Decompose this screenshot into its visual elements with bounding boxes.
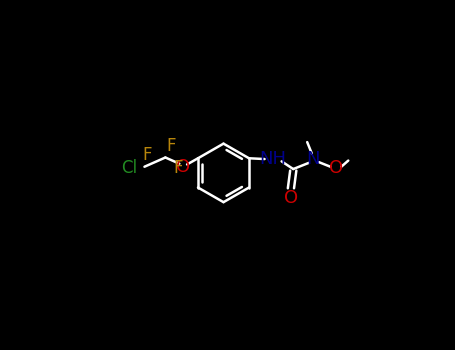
Text: N: N bbox=[307, 150, 320, 168]
Text: NH: NH bbox=[259, 150, 286, 168]
Text: F: F bbox=[167, 137, 177, 155]
Text: F: F bbox=[173, 159, 182, 176]
Text: F: F bbox=[143, 146, 152, 164]
Text: Cl: Cl bbox=[121, 159, 137, 177]
Text: O: O bbox=[329, 159, 343, 177]
Text: O: O bbox=[176, 158, 190, 176]
Text: O: O bbox=[284, 189, 298, 207]
